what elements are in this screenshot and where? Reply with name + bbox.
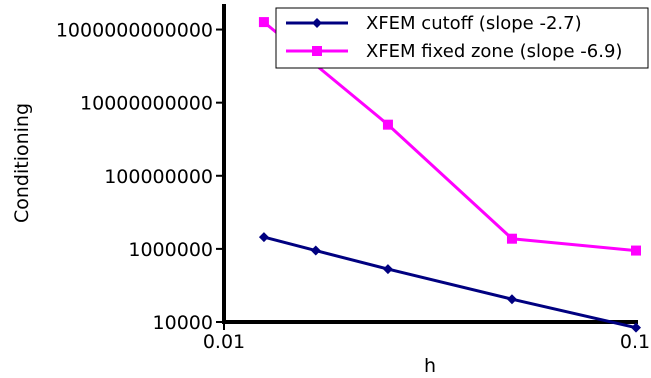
series-0 [258,232,641,333]
y-tick-label: 10000 [153,312,213,334]
legend-entry-fixed-zone: XFEM fixed zone (slope -6.9) [286,41,622,62]
data-point [506,233,517,244]
y-tick-label: 1000000000000 [56,20,213,42]
x-ticks: 0.01 0.1 [203,322,650,353]
y-tick-label: 100000000 [104,166,213,188]
legend-box [275,7,649,69]
x-axis-title: h [424,355,436,377]
x-tick-label: 0.01 [203,331,245,353]
data-point [631,322,641,333]
data-point [382,264,393,275]
axes: 10000 1000000 100000000 10000000000 10000000… [56,4,650,353]
legend-label-cutoff: XFEM cutoff (slope -2.7) [366,13,582,34]
x-tick-label: 0.1 [620,331,650,353]
data-point [258,232,269,243]
y-ticks: 10000 1000000 100000000 10000000000 10000000… [56,20,224,334]
legend-label-fixed-zone: XFEM fixed zone (slope -6.9) [366,41,622,62]
data-point [310,245,321,256]
series-line [262,20,637,253]
legend-entry-cutoff: XFEM cutoff (slope -2.7) [286,13,582,34]
legend: XFEM cutoff (slope -2.7) XFEM fixed zone… [275,7,649,69]
data-point [506,294,517,305]
data-point [631,245,641,256]
y-tick-label: 1000000 [128,239,213,261]
series-layer [258,17,641,333]
y-axis-title: Conditioning [11,103,33,223]
y-tick-label: 10000000000 [80,93,213,115]
data-point [382,119,393,130]
legend-marker-square-icon [312,46,322,56]
series-1 [258,17,641,256]
legend-marker-diamond-icon [312,18,322,28]
data-point [258,17,269,28]
